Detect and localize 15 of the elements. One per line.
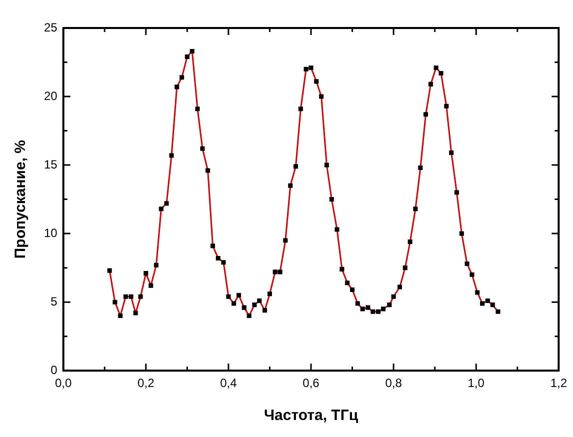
x-tick-label: 0,4 [220,376,238,390]
x-tick-label: 1,2 [550,376,568,390]
y-tick-label: 25 [44,20,58,34]
x-tick-label: 0,6 [302,376,320,390]
x-tick-label: 1,0 [468,376,485,390]
y-tick-label: 15 [44,157,58,172]
y-tick-label: 20 [44,88,58,103]
x-axis-title: Частота, ТГц [264,407,359,424]
y-tick-label: 10 [44,226,58,240]
x-tick-label: 0,0 [55,376,72,390]
x-tick-label: 0,2 [138,376,155,390]
y-tick-label: 0 [50,362,58,377]
y-tick-label: 5 [50,294,58,308]
y-axis-title: Пропускание, % [12,140,30,259]
x-tick-label: 0,8 [385,376,402,390]
